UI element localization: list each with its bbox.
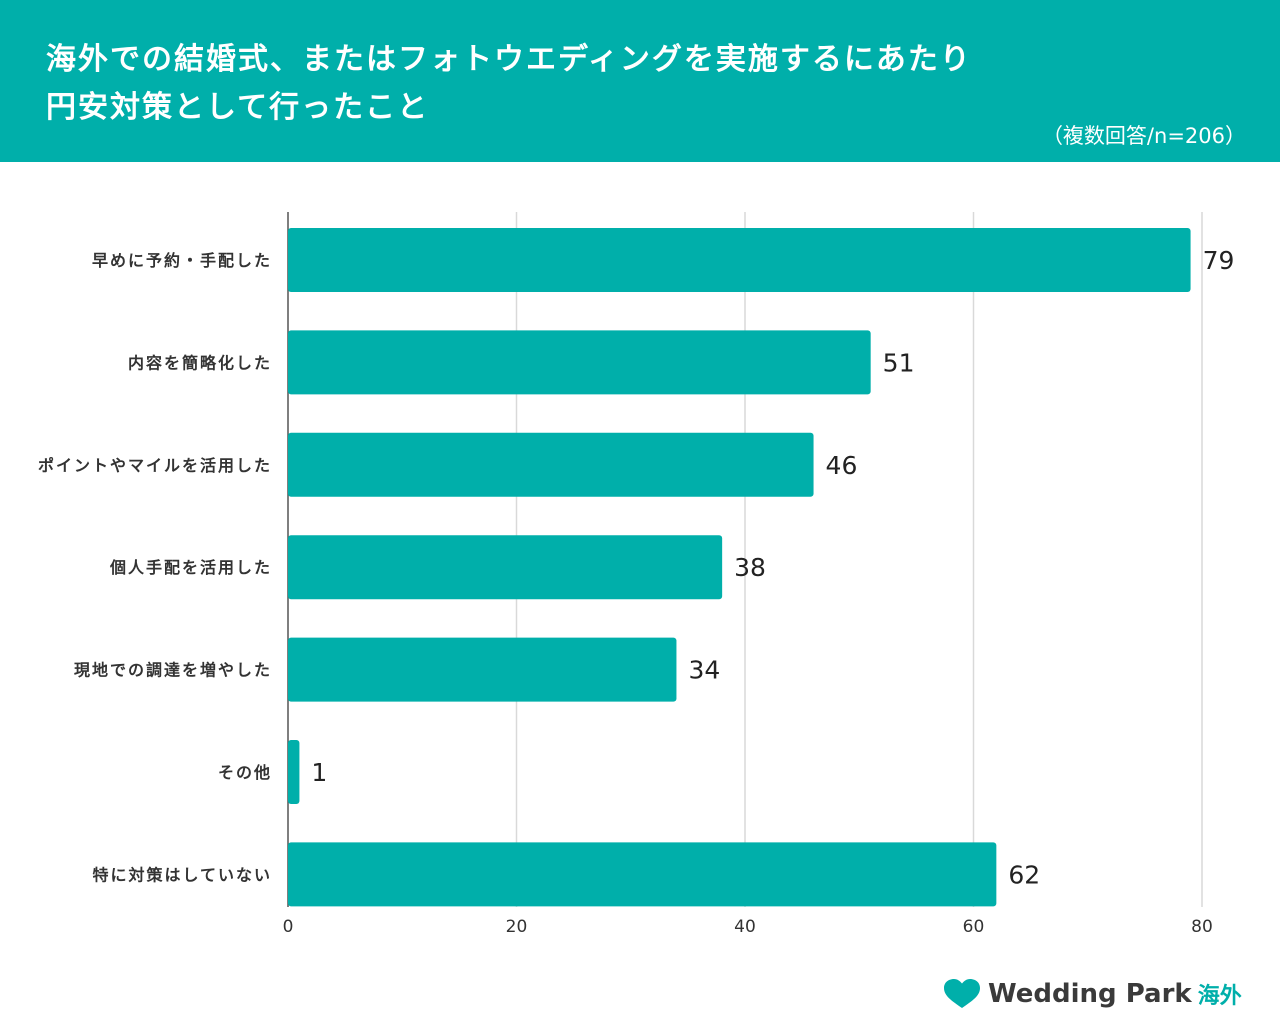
x-tick-label: 80: [1191, 917, 1213, 937]
x-tick-label: 20: [506, 917, 528, 937]
x-tick-label: 40: [734, 917, 756, 937]
chart-subtitle: （複数回答/n=206）: [1041, 124, 1246, 148]
data-label: 1: [311, 758, 327, 787]
data-label: 46: [826, 451, 858, 480]
logo-text: Wedding Park: [988, 979, 1192, 1009]
category-label: 内容を簡略化した: [128, 353, 272, 372]
category-label: 個人手配を活用した: [109, 558, 272, 577]
header-banner: 海外での結婚式、またはフォトウエディングを実施するにあたり 円安対策として行った…: [0, 0, 1280, 162]
bar: [288, 842, 997, 907]
bar: [288, 535, 723, 600]
bar: [288, 740, 300, 804]
x-tick-label: 60: [963, 917, 985, 937]
bar-chart: 0 20 40 60 80 早めに予約・手配した 79 内容を簡略化した 51 ポイントやマイルを…: [38, 212, 1234, 937]
labels: 0 20 40 60 80 早めに予約・手配した 79 内容を簡略化した 51 ポイントやマイルを…: [38, 246, 1234, 937]
bar: [288, 432, 814, 497]
bar: [288, 330, 871, 395]
brand-logo: Wedding Park 海外: [944, 974, 1242, 1014]
bars: [288, 228, 1191, 907]
bar: [288, 228, 1191, 292]
chart-title-line-1: 海外での結婚式、またはフォトウエディングを実施するにあたり: [46, 42, 972, 77]
data-label: 51: [883, 348, 915, 377]
logo-sub-text: 海外: [1197, 984, 1242, 1009]
category-label: 現地での調達を増やした: [74, 661, 272, 680]
data-label: 62: [1008, 860, 1040, 889]
category-label: ポイントやマイルを活用した: [38, 456, 272, 475]
bar: [288, 637, 677, 702]
data-label: 38: [734, 553, 766, 582]
category-label: 早めに予約・手配した: [92, 251, 272, 270]
chart-title-line-2: 円安対策として行ったこと: [46, 90, 430, 125]
data-label: 34: [688, 656, 720, 685]
category-label: その他: [218, 763, 272, 782]
data-label: 79: [1203, 246, 1235, 275]
category-label: 特に対策はしていない: [92, 865, 272, 884]
heart-icon: [944, 979, 980, 1008]
x-tick-label: 0: [283, 917, 294, 937]
